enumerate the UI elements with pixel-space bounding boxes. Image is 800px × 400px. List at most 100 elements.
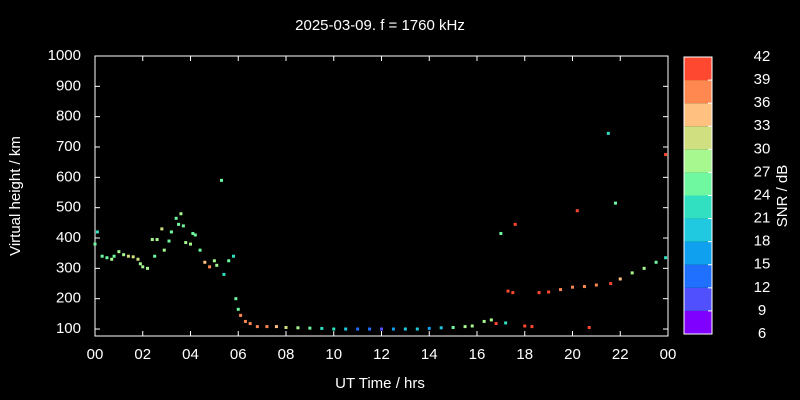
x-tick-label: 20: [564, 346, 581, 363]
point: [167, 239, 171, 243]
y-tick-label: 900: [56, 77, 81, 94]
x-tick-label: 06: [230, 346, 247, 363]
point: [451, 326, 455, 330]
point: [236, 307, 240, 311]
point: [112, 254, 116, 258]
y-axis-label: Virtual height / km: [7, 136, 24, 256]
point: [150, 238, 154, 242]
point: [504, 321, 508, 325]
colorbar-tick-label: 42: [754, 48, 771, 65]
x-axis-label: UT Time / hrs: [335, 375, 425, 392]
point: [609, 282, 613, 286]
point: [136, 257, 140, 261]
x-tick-label: 16: [469, 346, 486, 363]
y-tick-label: 100: [56, 320, 81, 337]
point: [630, 271, 634, 275]
point: [208, 265, 212, 269]
colorbar-label: SNR / dB: [774, 165, 791, 228]
colorbar-tick-label: 33: [754, 117, 771, 134]
point: [618, 277, 622, 281]
point: [177, 222, 181, 226]
point: [308, 326, 312, 330]
point: [155, 238, 159, 242]
point: [613, 201, 617, 205]
point: [227, 259, 231, 263]
point: [320, 326, 324, 330]
point: [174, 216, 178, 220]
point: [117, 250, 121, 254]
point: [523, 324, 527, 328]
y-tick-label: 500: [56, 199, 81, 216]
point: [463, 325, 467, 329]
colorbar-tick-label: 21: [754, 210, 771, 227]
point: [248, 322, 252, 326]
colorbar-band: [684, 264, 712, 288]
colorbar-band: [684, 57, 712, 81]
point: [239, 313, 243, 317]
point: [642, 266, 646, 270]
point: [582, 285, 586, 289]
point: [356, 327, 360, 331]
x-tick-label: 10: [325, 346, 342, 363]
x-tick-label: 02: [134, 346, 151, 363]
chart-title: 2025-03-09. f = 1760 kHz: [295, 17, 465, 34]
colorbar-band: [684, 310, 712, 334]
x-tick-label: 00: [660, 346, 677, 363]
point: [499, 231, 503, 235]
point: [427, 326, 431, 330]
point: [494, 322, 498, 326]
point: [160, 227, 164, 231]
colorbar-tick-label: 15: [754, 256, 771, 273]
point: [274, 325, 278, 329]
plot-frame: [94, 55, 669, 337]
point: [403, 327, 407, 331]
colorbar-tick-label: 12: [754, 279, 771, 296]
point: [511, 291, 515, 295]
point: [415, 327, 419, 331]
point: [122, 253, 126, 257]
point: [146, 266, 150, 270]
point: [215, 263, 219, 267]
colorbar-band: [684, 241, 712, 265]
x-tick-label: 18: [516, 346, 533, 363]
x-tick-label: 14: [421, 346, 438, 363]
point: [95, 230, 99, 234]
colorbar-band: [684, 149, 712, 173]
point: [93, 242, 97, 246]
colorbar-band: [684, 172, 712, 196]
point: [537, 291, 541, 295]
y-tick-label: 1000: [48, 47, 81, 64]
y-tick-label: 200: [56, 290, 81, 307]
point: [203, 260, 207, 264]
y-tick-label: 800: [56, 108, 81, 125]
point: [131, 255, 135, 259]
point: [189, 242, 192, 246]
point: [587, 326, 591, 330]
colorbar-band: [684, 126, 712, 150]
colorbar-band: [684, 195, 712, 219]
colorbar-band: [684, 218, 712, 242]
colorbar-tick-label: 18: [754, 233, 771, 250]
point: [296, 326, 300, 330]
point: [606, 131, 610, 135]
colorbar-tick-label: 30: [754, 140, 771, 157]
x-tick-label: 22: [612, 346, 629, 363]
point: [654, 260, 658, 264]
point: [594, 283, 598, 287]
point: [284, 326, 288, 330]
point: [234, 297, 238, 301]
colorbar-tick-label: 6: [758, 325, 766, 342]
point: [220, 178, 224, 182]
point: [198, 248, 202, 252]
y-tick-label: 700: [56, 138, 81, 155]
point: [105, 256, 109, 260]
point: [100, 254, 104, 258]
colorbar-band: [684, 80, 712, 104]
point: [126, 254, 130, 258]
point: [181, 224, 185, 228]
point: [575, 209, 579, 213]
colorbar-tick-label: 39: [754, 71, 771, 88]
point: [193, 233, 197, 237]
point: [231, 254, 235, 258]
point: [559, 288, 563, 292]
